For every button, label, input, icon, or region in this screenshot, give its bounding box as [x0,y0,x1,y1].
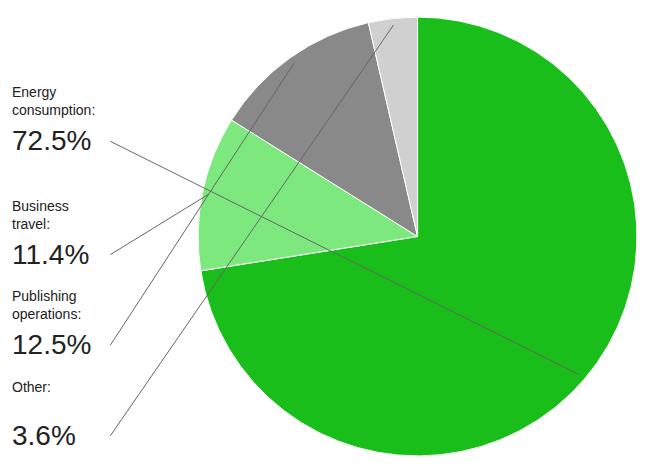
svg-text:Other:: Other: [12,379,51,395]
svg-text:Energyconsumption:: Energyconsumption: [12,84,95,118]
svg-text:11.4%: 11.4% [12,239,89,270]
svg-text:Publishingoperations:: Publishingoperations: [12,288,81,322]
svg-text:72.5%: 72.5% [12,125,91,156]
svg-text:3.6%: 3.6% [12,420,76,451]
svg-text:12.5%: 12.5% [12,329,91,360]
svg-text:Businesstravel:: Businesstravel: [12,198,69,232]
